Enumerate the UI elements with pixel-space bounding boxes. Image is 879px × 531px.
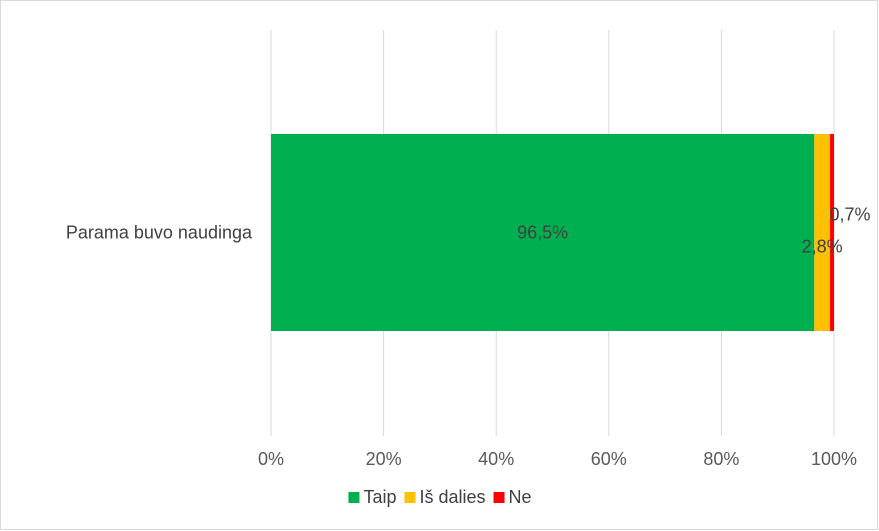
bar-segment-ne (830, 134, 834, 331)
x-tick-label: 80% (703, 449, 739, 469)
bar-segment-taip (271, 134, 815, 331)
data-labels: 96,5% 2,8% 0,7% (517, 205, 870, 257)
legend-swatch (493, 492, 505, 503)
legend: Taip Iš dalies Ne (348, 487, 532, 507)
legend-swatch (348, 492, 360, 503)
legend-label: Iš dalies (419, 487, 485, 507)
bar-segment-i-dalies (814, 134, 831, 331)
x-tick-label: 20% (366, 449, 402, 469)
axis-labels: 0% 20% 40% 60% 80% 100% Parama buvo naudinga (66, 223, 857, 470)
category-label: Parama buvo naudinga (66, 223, 253, 243)
data-label: 0,7% (830, 205, 871, 225)
data-label: 96,5% (517, 223, 568, 243)
data-label: 2,8% (802, 237, 843, 257)
legend-label: Taip (363, 487, 396, 507)
legend-label: Ne (509, 487, 532, 507)
x-tick-label: 0% (258, 449, 284, 469)
legend-swatch (404, 492, 416, 503)
bars (271, 134, 834, 331)
x-tick-label: 60% (591, 449, 627, 469)
x-tick-label: 40% (478, 449, 514, 469)
x-tick-label: 100% (811, 449, 857, 469)
